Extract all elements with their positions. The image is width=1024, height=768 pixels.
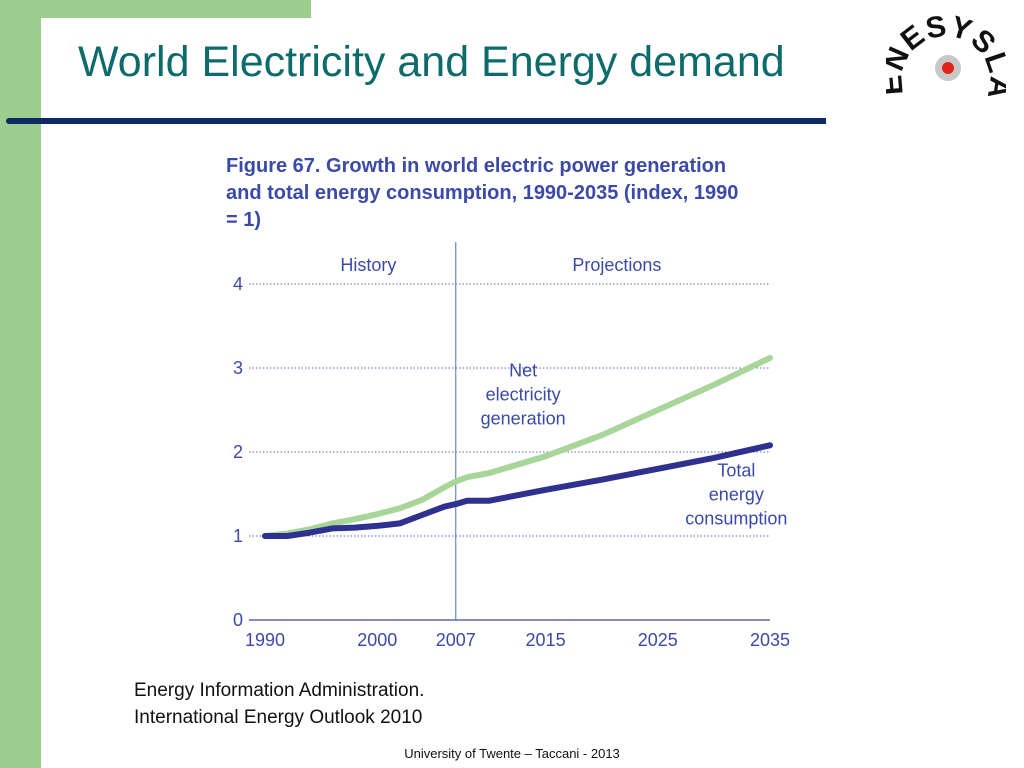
- enesyslab-logo: ENESYSLAB: [886, 6, 1006, 102]
- series-label-line: electricity: [486, 384, 561, 404]
- x-tick-label: 2000: [357, 630, 397, 650]
- figure-title: Figure 67. Growth in world electric powe…: [226, 155, 739, 231]
- y-tick-label: 2: [233, 442, 243, 462]
- series-line-net-electricity-generation: [262, 354, 773, 539]
- series-label-net-electricity-generation: Net electricity generation: [481, 360, 566, 428]
- green-side-band: [0, 0, 41, 768]
- footer-text: University of Twente – Taccani - 2013: [404, 746, 620, 761]
- series-label-line: energy: [709, 484, 764, 504]
- source-line-2: International Energy Outlook 2010: [134, 707, 423, 728]
- slide-title: World Electricity and Energy demand: [78, 38, 785, 86]
- x-tick-label: 2007: [436, 630, 476, 650]
- series-label-line: Net: [509, 360, 537, 380]
- x-tick-label: 2035: [750, 630, 790, 650]
- green-top-band: [41, 0, 311, 18]
- logo-center-dot: [942, 62, 954, 74]
- line-chart: 0 1 2 3 4 1990 2000 2007 2015 2025 2035 History Proj…: [233, 242, 790, 650]
- title-panel: [41, 18, 831, 121]
- region-label-projections: Projections: [572, 255, 661, 275]
- y-tick-label: 1: [233, 526, 243, 546]
- source-line-1: Energy Information Administration.: [134, 680, 425, 701]
- y-tick-label: 3: [233, 358, 243, 378]
- region-label-history: History: [340, 255, 396, 275]
- series-label-total-energy-consumption: Total energy consumption: [685, 460, 787, 528]
- series-label-line: consumption: [685, 508, 787, 528]
- series-label-line: Total: [717, 460, 755, 480]
- series-line-total-energy-consumption: [262, 442, 773, 539]
- x-tick-label: 1990: [245, 630, 285, 650]
- x-tick-label: 2015: [526, 630, 566, 650]
- title-divider: [6, 118, 826, 124]
- svg-text:ENESYSLAB: ENESYSLAB: [886, 6, 1006, 102]
- y-tick-label: 4: [233, 274, 243, 294]
- y-tick-label: 0: [233, 610, 243, 630]
- series-label-line: generation: [481, 408, 566, 428]
- logo-text: ENESYSLAB: [886, 6, 1006, 102]
- x-tick-label: 2025: [638, 630, 678, 650]
